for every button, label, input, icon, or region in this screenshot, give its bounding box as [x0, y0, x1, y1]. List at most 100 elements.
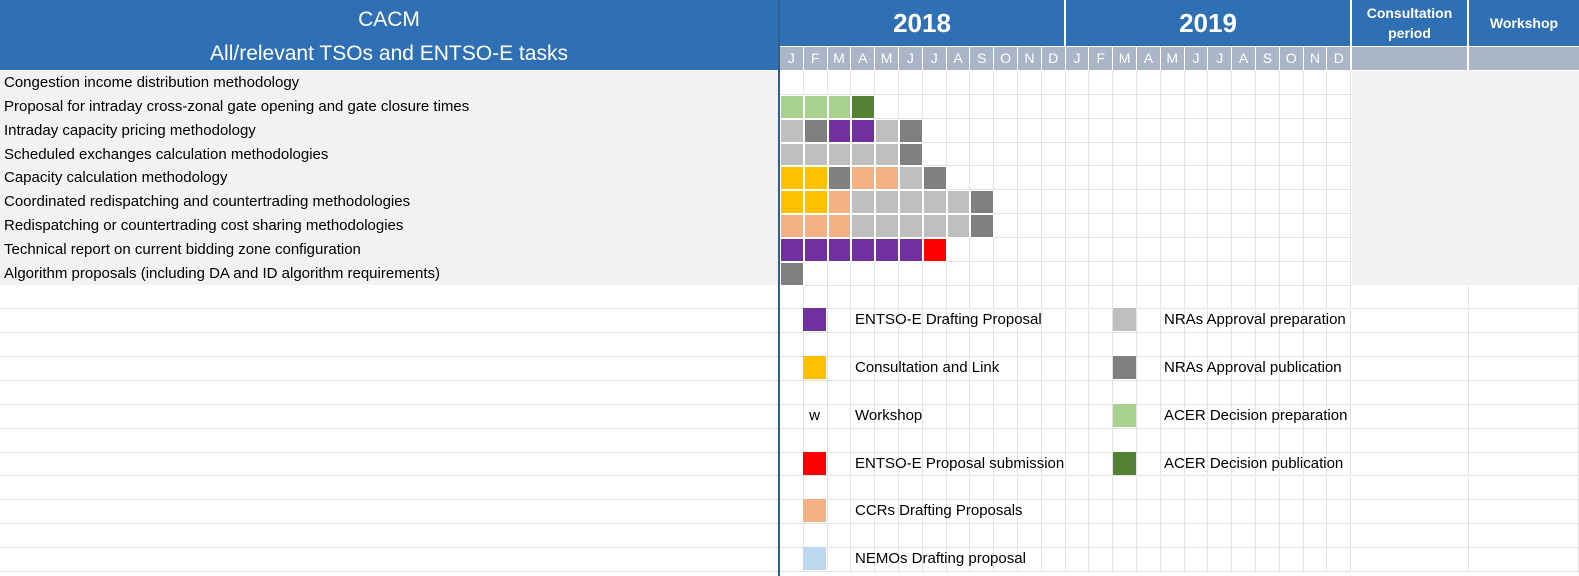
grid-cell: [994, 285, 1018, 310]
grid-cell: [899, 333, 923, 358]
grid-cell: [1041, 428, 1066, 453]
grid-cell: [1232, 238, 1256, 262]
grid-cell: [1232, 333, 1256, 358]
grid-cell: [875, 524, 899, 549]
month-label: J: [1208, 47, 1233, 70]
grid-cell: [1041, 94, 1066, 119]
legend-label: Consultation and Link: [855, 359, 1000, 376]
grid-cell: [1065, 238, 1090, 262]
grid-cell: [1352, 285, 1469, 310]
bar-nra-prep: [780, 142, 804, 167]
bar-ccr-draft: [875, 166, 899, 191]
grid-cell: [1113, 238, 1137, 262]
grid-cell: [1469, 428, 1579, 453]
month-label: A: [851, 47, 876, 70]
grid-cell: [946, 71, 971, 95]
task-label: Coordinated redispatching and countertra…: [4, 193, 411, 211]
consultation-period-header: Consultation period: [1352, 0, 1467, 46]
grid-cell: [1208, 71, 1233, 95]
grid-cell: [970, 71, 995, 95]
empty-row: [0, 453, 778, 477]
grid-cell: [1065, 404, 1090, 429]
grid-cell: [899, 452, 923, 477]
grid-cell: [1137, 404, 1161, 429]
grid-cell: [970, 428, 995, 453]
grid-cell: [899, 404, 923, 429]
bar-nra-prep: [899, 190, 923, 215]
grid-cell: [827, 285, 852, 310]
grid-cell: [1303, 357, 1328, 382]
grid-cell: [1065, 190, 1090, 215]
grid-cell: [994, 309, 1018, 334]
grid-cell: [851, 428, 876, 453]
grid-cell: [803, 548, 828, 572]
grid-cell: [803, 476, 828, 501]
grid-cell: [780, 404, 804, 429]
grid-cell: [1184, 428, 1209, 453]
grid-cell: [1327, 500, 1352, 525]
grid-cell: [1065, 94, 1090, 119]
grid-cell: [1208, 381, 1233, 405]
grid-cell: [1018, 261, 1042, 286]
grid-cell: [1089, 190, 1114, 215]
salmon-swatch-icon: [803, 499, 826, 522]
grid-cell: [899, 548, 923, 572]
bar-entsoe-draft: [780, 238, 804, 262]
dark-green-swatch-icon: [1113, 452, 1136, 475]
grid-cell: [1469, 333, 1579, 358]
grid-cell: [1089, 261, 1114, 286]
grid-cell: [1089, 548, 1114, 572]
grid-cell: [970, 452, 995, 477]
grid-cell: [1065, 118, 1090, 143]
bar-ccr-draft: [827, 190, 852, 215]
grid-cell: [1160, 357, 1185, 382]
grid-cell: [1469, 500, 1579, 525]
workshop-label: Workshop: [1489, 15, 1559, 31]
grid-cell: [851, 500, 876, 525]
grid-cell: [1089, 476, 1114, 501]
grid-cell: [1160, 238, 1185, 262]
grid-cell: [1279, 94, 1304, 119]
grid-cell: [1327, 357, 1352, 382]
grid-cell: [827, 381, 852, 405]
red-swatch-icon: [803, 452, 826, 475]
grid-cell: [1089, 285, 1114, 310]
grid-cell: [946, 309, 971, 334]
grid-cell: [875, 428, 899, 453]
grid-cell: [994, 428, 1018, 453]
grid-cell: [1256, 285, 1280, 310]
grid-cell: [1089, 428, 1114, 453]
grid-cell: [946, 357, 971, 382]
grid-cell: [1089, 452, 1114, 477]
grid-cell: [1018, 500, 1042, 525]
grid-cell: [827, 404, 852, 429]
grid-cell: [1208, 476, 1233, 501]
grid-cell: [1018, 94, 1042, 119]
grid-cell: [994, 190, 1018, 215]
grid-cell: [1065, 333, 1090, 358]
grid-cell: [827, 71, 852, 95]
grid-cell: [1018, 333, 1042, 358]
bar-acer-pub: [851, 94, 876, 119]
grid-cell: [875, 261, 899, 286]
grid-cell: [875, 357, 899, 382]
task-label: Congestion income distribution methodolo…: [4, 74, 300, 91]
grid-cell: [827, 500, 852, 525]
grid-cell: [1232, 476, 1256, 501]
task-label: Redispatching or countertrading cost sha…: [4, 217, 404, 235]
grid-cell: [1041, 548, 1066, 572]
grid-cell: [1018, 238, 1042, 262]
grid-cell: [1256, 428, 1280, 453]
bar-entsoe-draft: [803, 238, 828, 262]
grid-cell: [946, 238, 971, 262]
grid-cell: [1160, 214, 1185, 238]
grid-cell: [1232, 94, 1256, 119]
grid-cell: [1041, 261, 1066, 286]
grid-cell: [922, 71, 947, 95]
year-header-2018: 2018: [780, 0, 1064, 46]
grid-cell: [1041, 381, 1066, 405]
month-label: J: [899, 47, 923, 70]
grid-cell: [1208, 238, 1233, 262]
month-label: O: [994, 47, 1018, 70]
